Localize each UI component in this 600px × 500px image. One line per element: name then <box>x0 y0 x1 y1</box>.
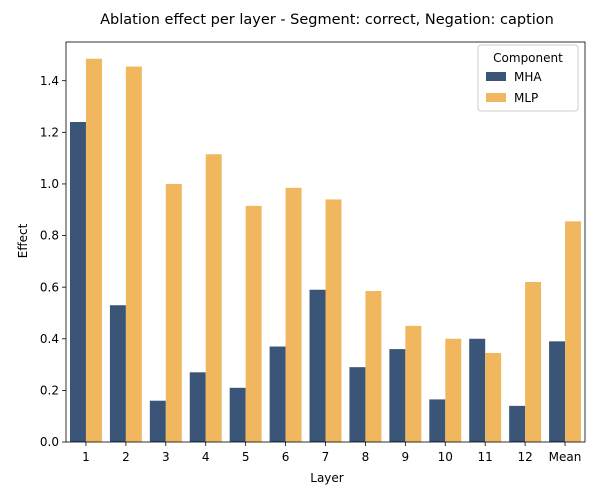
bar-mha-1 <box>69 122 86 442</box>
x-tick-label: 6 <box>282 450 290 464</box>
x-tick-label: 9 <box>402 450 410 464</box>
bar-mha-mean <box>549 341 566 442</box>
bar-mha-11 <box>469 338 486 442</box>
x-axis-label: Layer <box>310 471 344 485</box>
bar-mha-8 <box>349 367 366 442</box>
bar-mlp-10 <box>445 338 462 442</box>
bar-mha-12 <box>509 405 526 442</box>
bar-mha-3 <box>149 400 166 442</box>
plot-area: 1 2 3 4 5 6 7 8 9 10 11 12 Mean0.00.20.40.60.81.01.2… <box>40 41 586 464</box>
legend-label-mha: MHA <box>514 70 542 84</box>
x-tick-label: 2 <box>122 450 130 464</box>
bar-mha-5 <box>229 387 246 442</box>
y-tick-label: 0.6 <box>40 280 59 294</box>
chart-title: Ablation effect per layer - Segment: cor… <box>100 12 554 28</box>
legend-swatch-mha <box>486 72 506 81</box>
legend: Component MHA MLP <box>477 44 579 112</box>
bar-mha-2 <box>109 305 126 442</box>
bar-mlp-1 <box>85 58 102 443</box>
x-tick-label: 7 <box>322 450 330 464</box>
bar-mlp-4 <box>205 154 222 442</box>
legend-title: Component <box>493 51 563 65</box>
bar-mlp-9 <box>405 325 422 442</box>
x-tick-label: 4 <box>202 450 210 464</box>
x-tick-label: 12 <box>517 450 532 464</box>
y-tick-label: 0.4 <box>40 332 59 346</box>
bar-mlp-mean <box>565 221 582 442</box>
bar-mha-7 <box>309 289 326 442</box>
bar-mlp-5 <box>245 205 262 442</box>
y-tick-label: 0.0 <box>40 435 59 449</box>
bar-mha-4 <box>189 372 206 442</box>
y-tick-label: 0.2 <box>40 384 59 398</box>
x-tick-label: Mean <box>549 450 582 464</box>
bar-mlp-7 <box>325 199 342 442</box>
y-tick-label: 0.8 <box>40 229 59 243</box>
bar-mha-6 <box>269 346 286 442</box>
legend-label-mlp: MLP <box>514 91 538 105</box>
bar-mlp-2 <box>125 66 142 443</box>
bar-mha-10 <box>429 399 446 442</box>
x-tick-label: 1 <box>82 450 90 464</box>
x-tick-label: 10 <box>438 450 453 464</box>
x-tick-label: 5 <box>242 450 250 464</box>
x-tick-label: 3 <box>162 450 170 464</box>
y-tick-label: 1.4 <box>40 74 59 88</box>
x-tick-label: 11 <box>478 450 493 464</box>
y-tick-label: 1.0 <box>40 177 59 191</box>
y-tick-label: 1.2 <box>40 126 59 140</box>
bar-mlp-8 <box>365 291 382 442</box>
bar-mlp-11 <box>485 352 502 442</box>
bar-mha-9 <box>389 349 406 442</box>
y-axis-label: Effect <box>16 223 30 258</box>
bar-mlp-6 <box>285 187 302 442</box>
bar-mlp-12 <box>525 282 542 442</box>
legend-swatch-mlp <box>486 93 506 102</box>
x-tick-label: 8 <box>362 450 370 464</box>
bar-mlp-3 <box>165 183 182 442</box>
